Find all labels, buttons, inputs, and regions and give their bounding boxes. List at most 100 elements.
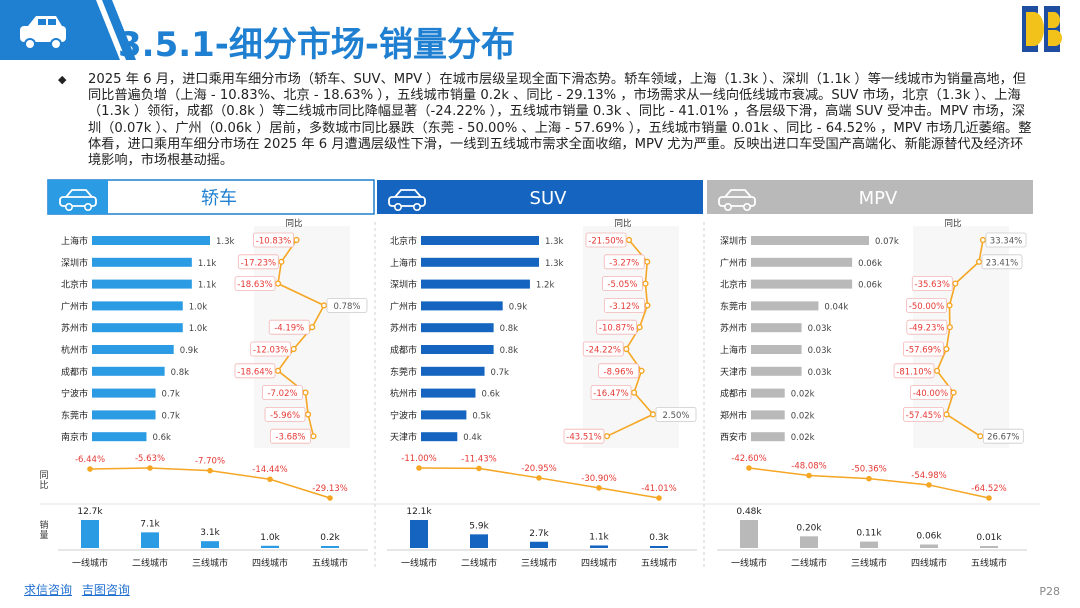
city-value-label: 0.8k xyxy=(500,324,519,334)
yoy-label-box xyxy=(582,341,624,357)
tier-yoy-point xyxy=(866,475,872,482)
yoy-label-box xyxy=(270,428,311,444)
car-wheel xyxy=(393,202,402,211)
yoy-label: -7.02% xyxy=(267,389,297,399)
tier-yoy-label: -11.00% xyxy=(401,454,436,464)
city-bar xyxy=(92,301,183,311)
city-bar xyxy=(751,257,853,267)
city-value-label: 0.8k xyxy=(500,346,519,356)
city-value-label: 0.04k xyxy=(824,302,848,312)
tier-category-label: 一线城市 xyxy=(401,557,437,569)
tier-yoy-point xyxy=(476,465,482,472)
yoy-label: -17.23% xyxy=(241,258,276,268)
tier-yoy-label: -5.63% xyxy=(135,454,165,464)
tier-bar xyxy=(740,520,758,548)
car-wheel xyxy=(723,202,732,211)
yoy-point xyxy=(274,367,282,374)
tier-value-label: 0.06k xyxy=(916,532,942,542)
yoy-label: -3.68% xyxy=(275,433,305,443)
city-bar xyxy=(92,257,192,267)
tier-vol-axis-char: 量 xyxy=(39,530,48,541)
yoy-point xyxy=(278,258,285,265)
city-value-label: 1.3k xyxy=(545,259,564,269)
car-icon xyxy=(718,189,756,211)
tier-category-label: 五线城市 xyxy=(312,557,348,569)
yoy-point xyxy=(977,433,984,440)
city-bar xyxy=(421,388,476,398)
tier-yoy-axis-label: 同比 xyxy=(39,470,48,491)
city-label: 天津市 xyxy=(390,431,417,443)
yoy-line xyxy=(276,239,326,437)
city-value-label: 0.9k xyxy=(180,346,199,356)
car-roof xyxy=(65,189,93,198)
yoy-point xyxy=(309,324,316,331)
city-label: 西安市 xyxy=(720,431,747,443)
tier-bar xyxy=(920,544,938,548)
tier-category-label: 一线城市 xyxy=(72,557,108,569)
yoy-label: -4.19% xyxy=(274,324,304,334)
city-value-label: 0.02k xyxy=(791,433,815,443)
yoy-label-box xyxy=(603,254,645,270)
city-value-label: 1.3k xyxy=(545,237,564,247)
tier-yoy-point xyxy=(656,495,662,501)
yoy-label-box xyxy=(326,298,368,313)
tier-bar xyxy=(530,541,548,548)
tier-vol-axis-char: 销 xyxy=(39,519,48,531)
tier-bar xyxy=(800,536,818,548)
city-label: 成都市 xyxy=(61,366,88,378)
yoy-label: -3.12% xyxy=(609,302,639,312)
tier-yoy-label: -64.52% xyxy=(971,484,1006,494)
yoy-point xyxy=(603,433,611,440)
tier-bar xyxy=(650,546,668,548)
tier-yoy-label: -7.70% xyxy=(195,457,225,467)
city-label: 苏州市 xyxy=(720,322,747,334)
tier-category-label: 三线城市 xyxy=(521,557,557,569)
footer-link-1[interactable]: 求信咨询 xyxy=(24,583,73,597)
city-label: 宁波市 xyxy=(390,409,417,421)
city-value-label: 1.0k xyxy=(189,324,208,334)
city-value-label: 0.6k xyxy=(481,390,500,400)
footer-link-2[interactable]: 吉图咨询 xyxy=(81,583,130,597)
yoy-point xyxy=(975,258,983,265)
city-bar xyxy=(92,432,147,442)
tier-yoy-point xyxy=(746,465,752,471)
yoy-point xyxy=(290,345,297,353)
yoy-label: -3.27% xyxy=(609,258,639,268)
yoy-label-box xyxy=(234,363,276,379)
tier-yoy-label: -50.36% xyxy=(851,465,886,475)
panel-header-bg xyxy=(707,180,1033,214)
city-value-label: 0.7k xyxy=(491,368,510,378)
tier-category-label: 四线城市 xyxy=(252,557,288,569)
summary-block: ◆ 2025 年 6 月，进口乘用车细分市场（轿车、SUV、MPV ）在城市层级… xyxy=(58,72,1035,169)
tier-category-label: 四线城市 xyxy=(581,557,617,569)
yoy-line xyxy=(606,239,655,437)
car-icon xyxy=(59,189,97,211)
city-bar xyxy=(421,410,467,420)
car-wheel xyxy=(742,202,751,211)
city-value-label: 1.0k xyxy=(189,302,208,312)
yoy-label-box xyxy=(563,428,605,444)
city-value-label: 0.5k xyxy=(472,411,491,421)
city-label: 广州市 xyxy=(720,257,747,269)
city-label: 广州市 xyxy=(61,300,88,312)
tier-category-label: 五线城市 xyxy=(971,557,1007,569)
tier-category-label: 一线城市 xyxy=(731,557,767,569)
car-roof xyxy=(394,189,422,198)
yoy-point xyxy=(293,236,300,244)
yoy-label-box xyxy=(903,341,944,357)
yoy-point xyxy=(304,411,312,418)
yoy-point xyxy=(952,280,959,287)
yoy-label: -50.00% xyxy=(909,302,944,312)
yoy-point xyxy=(630,389,638,396)
yoy-line xyxy=(936,239,984,437)
header-stripe xyxy=(102,0,136,60)
city-bar xyxy=(751,279,853,289)
yoy-column-header: 同比 xyxy=(614,218,631,229)
yoy-point xyxy=(320,302,328,309)
yoy-label: -12.03% xyxy=(253,346,288,356)
city-value-label: 1.3k xyxy=(216,237,235,247)
yoy-label: -57.69% xyxy=(906,346,941,356)
tier-value-label: 7.1k xyxy=(140,519,160,529)
